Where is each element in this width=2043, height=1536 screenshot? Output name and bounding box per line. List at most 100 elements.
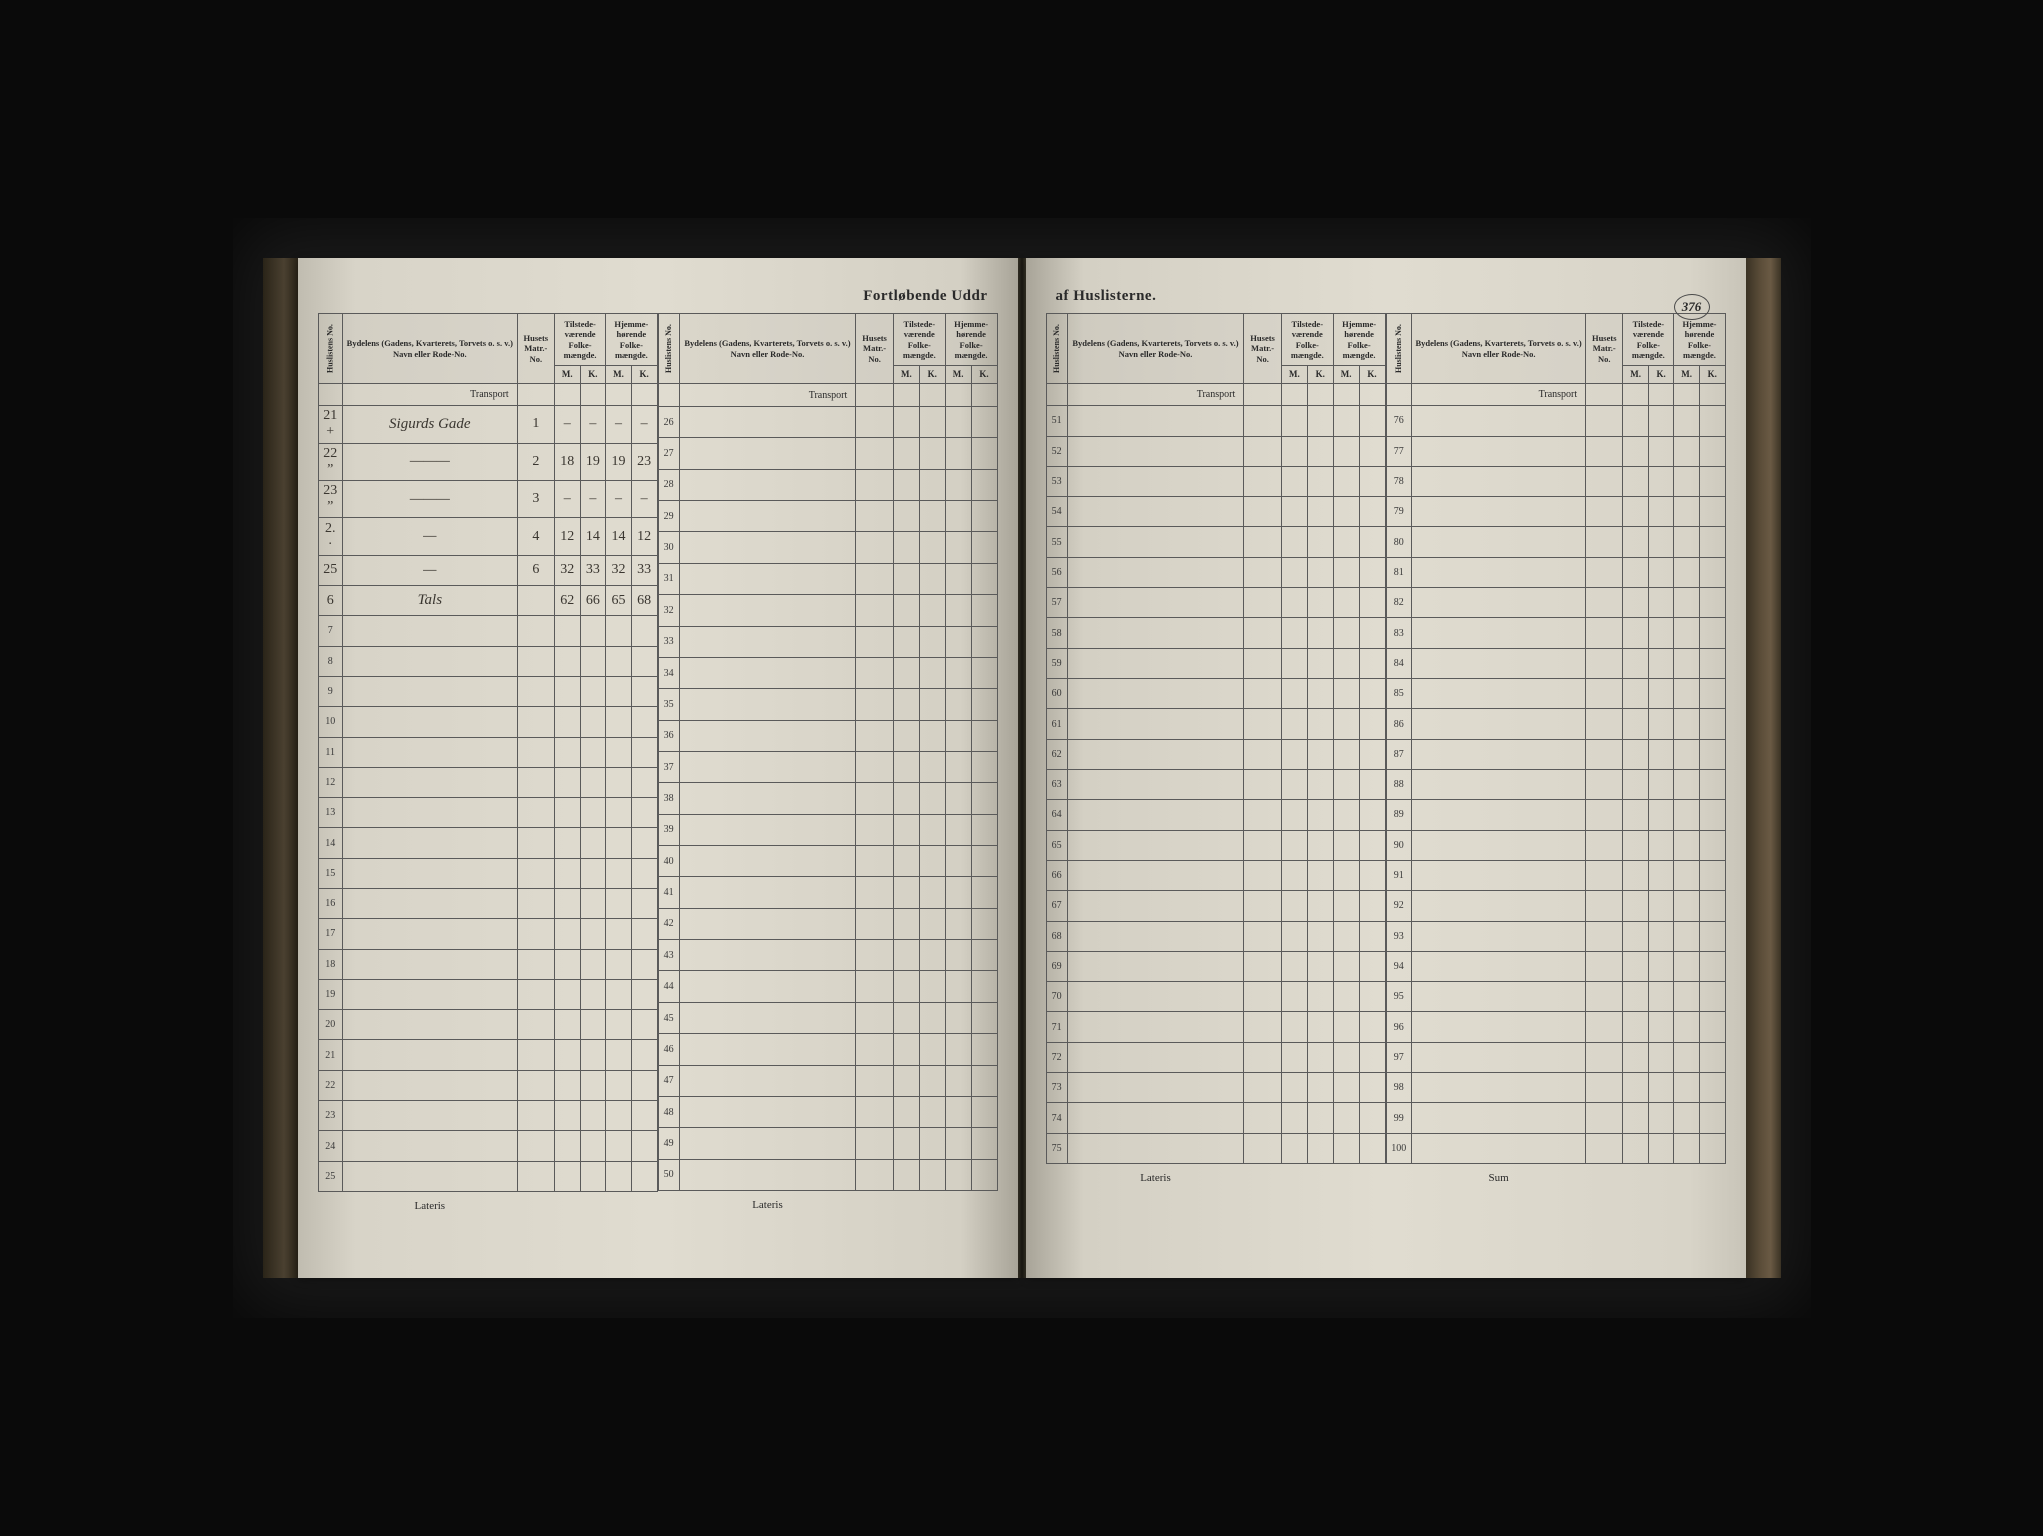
col-tilstede: Tilstede-værende Folke-mængde. [554,314,605,366]
book-spine-right [1746,258,1781,1278]
ledger-row: 21 + Sigurds Gade 1 – – – – [318,406,657,443]
footer-row: Sum [1386,1164,1725,1192]
row-number: 18 [318,949,342,979]
col-hjemme-k: K. [1699,366,1725,384]
ledger-row: 72 [1046,1042,1385,1072]
ledger-row: 80 [1386,527,1725,557]
row-number: 22 [318,1070,342,1100]
cell-hk: 33 [637,562,651,577]
ledger-row: 42 [658,908,997,939]
ledger-row: 20 [318,1010,657,1040]
ledger-row: 71 [1046,1012,1385,1042]
row-number: 99 [1386,1103,1412,1133]
col-tilstede-m: M. [1623,366,1649,384]
row-number: 37 [658,751,679,782]
ledger-row: 44 [658,971,997,1002]
ledger-row: 13 [318,798,657,828]
ledger-row: 54 [1046,497,1385,527]
ledger-row: 73 [1046,1073,1385,1103]
ledger-section-1: Huslistens No. Bydelens (Gadens, Kvarter… [318,313,658,1220]
cell-hk: 23 [637,454,651,469]
row-number: 78 [1386,466,1412,496]
ledger-row: 58 [1046,618,1385,648]
col-husliste: Huslistens No. [658,314,679,384]
ledger-row: 6 Tals 62 66 65 68 [318,586,657,616]
right-page-sections: Huslistens No. Bydelens (Gadens, Kvarter… [1046,313,1726,1184]
ledger-row: 69 [1046,951,1385,981]
row-number: 13 [318,798,342,828]
ledger-row: 23 [318,1101,657,1131]
col-street: Bydelens (Gadens, Kvarterets, Torvets o.… [1067,314,1244,384]
cell-tk: 66 [586,593,600,608]
row-number: 10 [318,707,342,737]
ledger-row: 78 [1386,466,1725,496]
row-number: 97 [1386,1042,1412,1072]
row-number: 62 [1046,739,1067,769]
ledger-row: 40 [658,846,997,877]
ledger-row: 7 [318,616,657,646]
footer-label: Sum [1412,1164,1586,1192]
ledger-row: 76 [1386,406,1725,436]
row-number: 8 [318,646,342,676]
cell-tm: 18 [560,454,574,469]
row-number: 33 [658,626,679,657]
cell-hk: 68 [637,593,651,608]
row-number: 36 [658,720,679,751]
cell-hm: 32 [612,562,626,577]
ledger-row: 66 [1046,860,1385,890]
ledger-row: 41 [658,877,997,908]
row-number: 94 [1386,951,1412,981]
col-street: Bydelens (Gadens, Kvarterets, Torvets o.… [342,314,517,384]
row-number: 65 [1046,830,1067,860]
row-number: 63 [1046,769,1067,799]
row-number: 58 [1046,618,1067,648]
ledger-section-3: Huslistens No. Bydelens (Gadens, Kvarter… [1046,313,1386,1192]
row-number: 27 [658,438,679,469]
ledger-row: 31 [658,563,997,594]
ledger-row: 35 [658,689,997,720]
row-number: 51 [1046,406,1067,436]
ledger-row: 98 [1386,1073,1725,1103]
row-number: 28 [658,469,679,500]
ledger-row: 28 [658,469,997,500]
row-number: 42 [658,908,679,939]
row-number: 44 [658,971,679,1002]
ledger-row: 51 [1046,406,1385,436]
ledger-row: 86 [1386,709,1725,739]
row-number: 19 [318,979,342,1009]
cell-hm: – [615,416,622,431]
ledger-row: 68 [1046,921,1385,951]
row-number: 43 [658,940,679,971]
col-husliste: Huslistens No. [1046,314,1067,384]
row-number: 7 [318,616,342,646]
ledger-row: 55 [1046,527,1385,557]
row-number: 64 [1046,800,1067,830]
row-number: 90 [1386,830,1412,860]
ledger-row: 89 [1386,800,1725,830]
row-number: 14 [318,828,342,858]
transport-row: Transport [658,384,997,407]
row-number: 61 [1046,709,1067,739]
row-number: 55 [1046,527,1067,557]
col-hjemme: Hjemme-hørende Folke-mængde. [1333,314,1385,366]
cell-street: — [423,562,436,578]
row-label: 2. · [325,521,336,552]
cell-hk: – [641,491,648,506]
ledger-row: 56 [1046,557,1385,587]
row-number: 26 [658,407,679,438]
col-hjemme: Hjemme-hørende Folke-mængde. [606,314,657,366]
row-number: 88 [1386,769,1412,799]
cell-hk: 12 [637,529,651,544]
ledger-row: 22 [318,1070,657,1100]
row-number: 30 [658,532,679,563]
ledger-row: 45 [658,1002,997,1033]
row-number: 45 [658,1002,679,1033]
row-number: 48 [658,1096,679,1127]
row-number: 83 [1386,618,1412,648]
ledger-row: 26 [658,407,997,438]
row-number: 24 [318,1131,342,1161]
ledger-row: 27 [658,438,997,469]
ledger-row: 53 [1046,466,1385,496]
col-hjemme-m: M. [606,366,632,384]
book-gutter [1018,258,1026,1278]
